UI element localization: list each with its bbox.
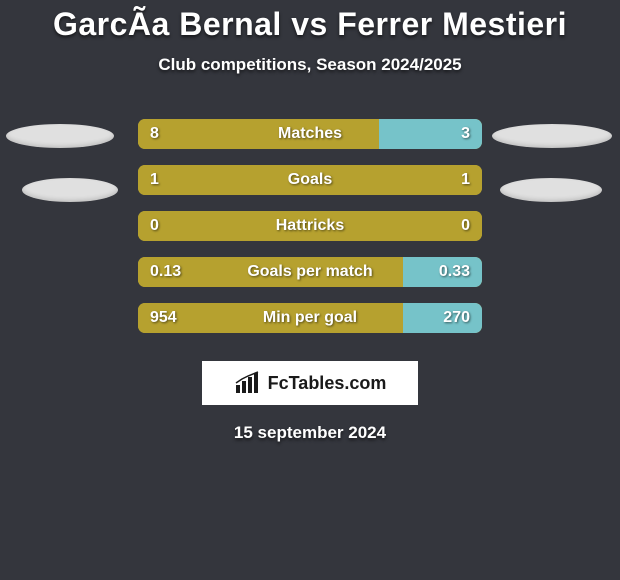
subtitle: Club competitions, Season 2024/2025 [0,55,620,75]
bar-left [138,303,403,333]
bar-left [138,119,379,149]
bar-left [138,165,482,195]
stat-bar: 11Goals [138,165,482,195]
stat-row: 0.130.33Goals per match [0,249,620,295]
page-title: GarcÃ­a Bernal vs Ferrer Mestieri [0,6,620,43]
placeholder-ellipse [22,178,118,202]
brand-text: FcTables.com [268,373,387,394]
bar-left [138,211,482,241]
footer-date: 15 september 2024 [0,423,620,443]
placeholder-ellipse [492,124,612,148]
bar-right [403,303,482,333]
stat-bar: 0.130.33Goals per match [138,257,482,287]
stat-bar: 00Hattricks [138,211,482,241]
placeholder-ellipse [6,124,114,148]
bar-right [379,119,482,149]
stat-row: 954270Min per goal [0,295,620,341]
chart-icon [234,371,262,395]
bar-right [403,257,482,287]
brand-badge[interactable]: FcTables.com [202,361,418,405]
stat-bar: 83Matches [138,119,482,149]
stat-row: 00Hattricks [0,203,620,249]
placeholder-ellipse [500,178,602,202]
stat-bar: 954270Min per goal [138,303,482,333]
bar-left [138,257,403,287]
